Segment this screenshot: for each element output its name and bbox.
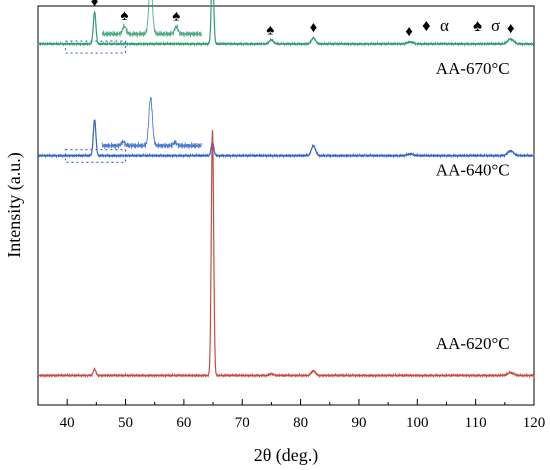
dotted-inset-box-1 <box>64 40 127 54</box>
legend: ♦ α ♠ σ <box>422 16 500 35</box>
series-line-aa-670-c <box>37 0 535 47</box>
inset-line-aa-670-c <box>101 0 202 38</box>
legend-sigma-label: σ <box>491 16 500 35</box>
peak-marker-alpha: ♦ <box>310 20 318 36</box>
inset-layer <box>101 0 202 150</box>
plot-frame <box>37 5 535 406</box>
peak-marker-alpha: ♦ <box>507 21 515 37</box>
series-label-aa-640-c: AA-640°C <box>436 161 510 180</box>
x-tick-label-70: 70 <box>235 415 250 431</box>
x-tick-label-50: 50 <box>118 415 133 431</box>
series-layer <box>37 0 535 379</box>
x-tick-label-90: 90 <box>351 415 366 431</box>
x-tick-label-40: 40 <box>60 415 75 431</box>
series-line-aa-620-c <box>37 130 535 379</box>
x-axis-label: 2θ (deg.) <box>254 445 319 466</box>
inset-line-aa-640-c <box>101 97 202 150</box>
peak-marker-sigma: ♠ <box>172 9 180 25</box>
peak-marker-alpha: ♦ <box>405 24 413 40</box>
peak-marker-sigma: ♠ <box>120 8 128 24</box>
dotted-box-layer <box>64 40 127 164</box>
x-axis: 40 50 60 70 80 90 100 110 120 <box>37 399 546 431</box>
legend-alpha-label: α <box>440 16 449 35</box>
x-tick-label-100: 100 <box>406 415 429 431</box>
label-layer: AA-670°C AA-640°C AA-620°C <box>436 59 510 353</box>
series-label-aa-670-c: AA-670°C <box>436 59 510 78</box>
peak-marker-sigma: ♠ <box>266 23 274 39</box>
x-tick-label-120: 120 <box>523 415 546 431</box>
x-tick-label-80: 80 <box>293 415 308 431</box>
marker-layer: ♦ ♠ ♠ ♦ ♠ ♦ ♦ ♦ <box>91 0 515 40</box>
x-tick-label-110: 110 <box>465 415 487 431</box>
legend-sigma-symbol: ♠ <box>473 16 482 35</box>
series-line-aa-640-c <box>37 119 535 159</box>
legend-alpha-symbol: ♦ <box>422 16 431 35</box>
y-axis-label: Intensity (a.u.) <box>4 152 25 257</box>
x-tick-label-60: 60 <box>176 415 191 431</box>
series-label-aa-620-c: AA-620°C <box>436 334 510 353</box>
peak-marker-alpha: ♦ <box>91 0 99 10</box>
